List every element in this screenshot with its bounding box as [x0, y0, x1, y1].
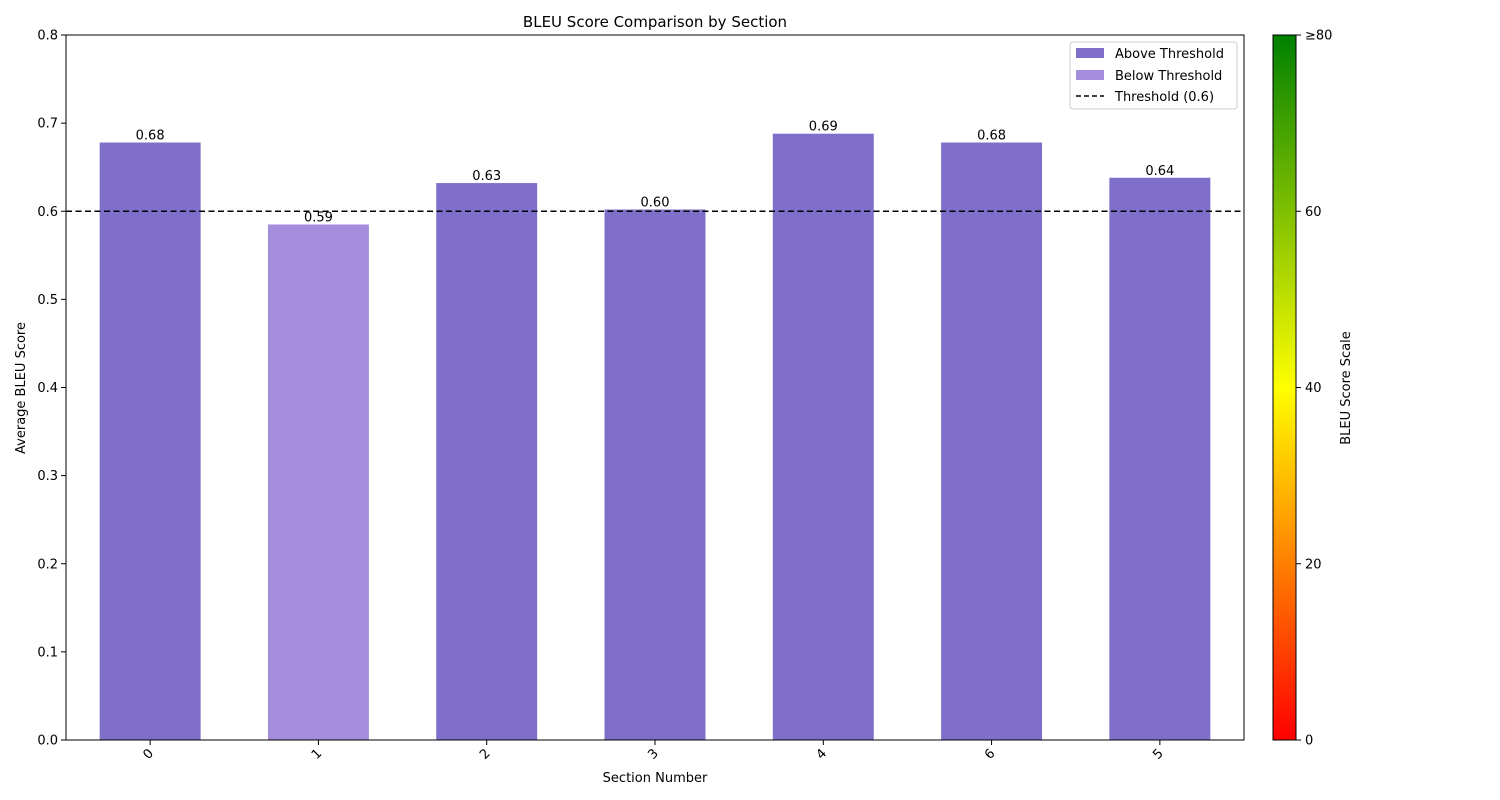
x-tick-label: 0	[141, 746, 157, 762]
colorbar-tick-label: 40	[1305, 381, 1322, 396]
legend-frame	[1069, 41, 1238, 110]
colorbar: 0 20 40 60 ≥80 BLEU Score Scale	[1272, 29, 1354, 749]
legend-above-swatch	[1076, 48, 1104, 58]
y-tick-label: 0.1	[37, 645, 58, 660]
y-tick-label: 0.7	[37, 117, 58, 132]
y-tick-label: 0.0	[37, 734, 58, 749]
plot-area: 0.0 0.1 0.2 0.3 0.4 0.5 0.6 0.7 0.8 0.68 0 0.59 1 0.6…	[37, 29, 1244, 763]
y-tick-label: 0.4	[37, 381, 58, 396]
x-tick-label: 1	[309, 746, 325, 762]
bar-value-label: 0.68	[136, 129, 165, 144]
bar-section-1	[267, 224, 369, 740]
y-tick-label: 0.2	[37, 557, 58, 572]
x-tick-label: 3	[645, 746, 661, 762]
legend: Above Threshold Below Threshold Threshol…	[1069, 41, 1238, 110]
y-tick-label: 0.3	[37, 469, 58, 484]
legend-below-label: Below Threshold	[1115, 69, 1222, 84]
colorbar-tick-label: ≥80	[1305, 29, 1332, 44]
colorbar-gradient	[1272, 34, 1297, 741]
bar-value-label: 0.64	[1145, 164, 1174, 179]
legend-above-label: Above Threshold	[1115, 47, 1224, 62]
bar-value-label: 0.63	[472, 169, 501, 184]
x-tick-label: 2	[477, 746, 493, 762]
x-tick-label: 6	[982, 746, 998, 762]
x-tick-label: 5	[1150, 746, 1166, 762]
y-tick-label: 0.5	[37, 293, 58, 308]
axes-frame	[65, 34, 1245, 741]
colorbar-label: BLEU Score Scale	[1339, 331, 1354, 445]
bar-section-2	[436, 183, 538, 741]
bar-section-3	[604, 209, 706, 741]
y-tick-label: 0.6	[37, 205, 58, 220]
x-tick-label: 4	[814, 746, 830, 762]
y-axis-label: Average BLEU Score	[14, 322, 29, 454]
y-tick-label: 0.8	[37, 29, 58, 44]
bar-section-4	[772, 133, 874, 740]
bar-value-label: 0.60	[641, 195, 670, 210]
bar-section-6	[941, 142, 1043, 740]
colorbar-tick-label: 20	[1305, 557, 1322, 572]
colorbar-tick-label: 0	[1305, 734, 1313, 749]
colorbar-tick-label: 60	[1305, 205, 1322, 220]
legend-threshold-label: Threshold (0.6)	[1114, 90, 1214, 105]
bar-value-label: 0.59	[304, 210, 333, 225]
colorbar-ticks: 0 20 40 60 ≥80	[1296, 29, 1332, 749]
bar-section-0	[99, 142, 201, 740]
chart-title: BLEU Score Comparison by Section	[523, 13, 787, 31]
bar-value-label: 0.68	[977, 129, 1006, 144]
bar-value-label: 0.69	[809, 120, 838, 135]
x-axis-label: Section Number	[603, 771, 708, 786]
bar-section-5	[1109, 177, 1211, 740]
legend-below-swatch	[1076, 70, 1104, 80]
